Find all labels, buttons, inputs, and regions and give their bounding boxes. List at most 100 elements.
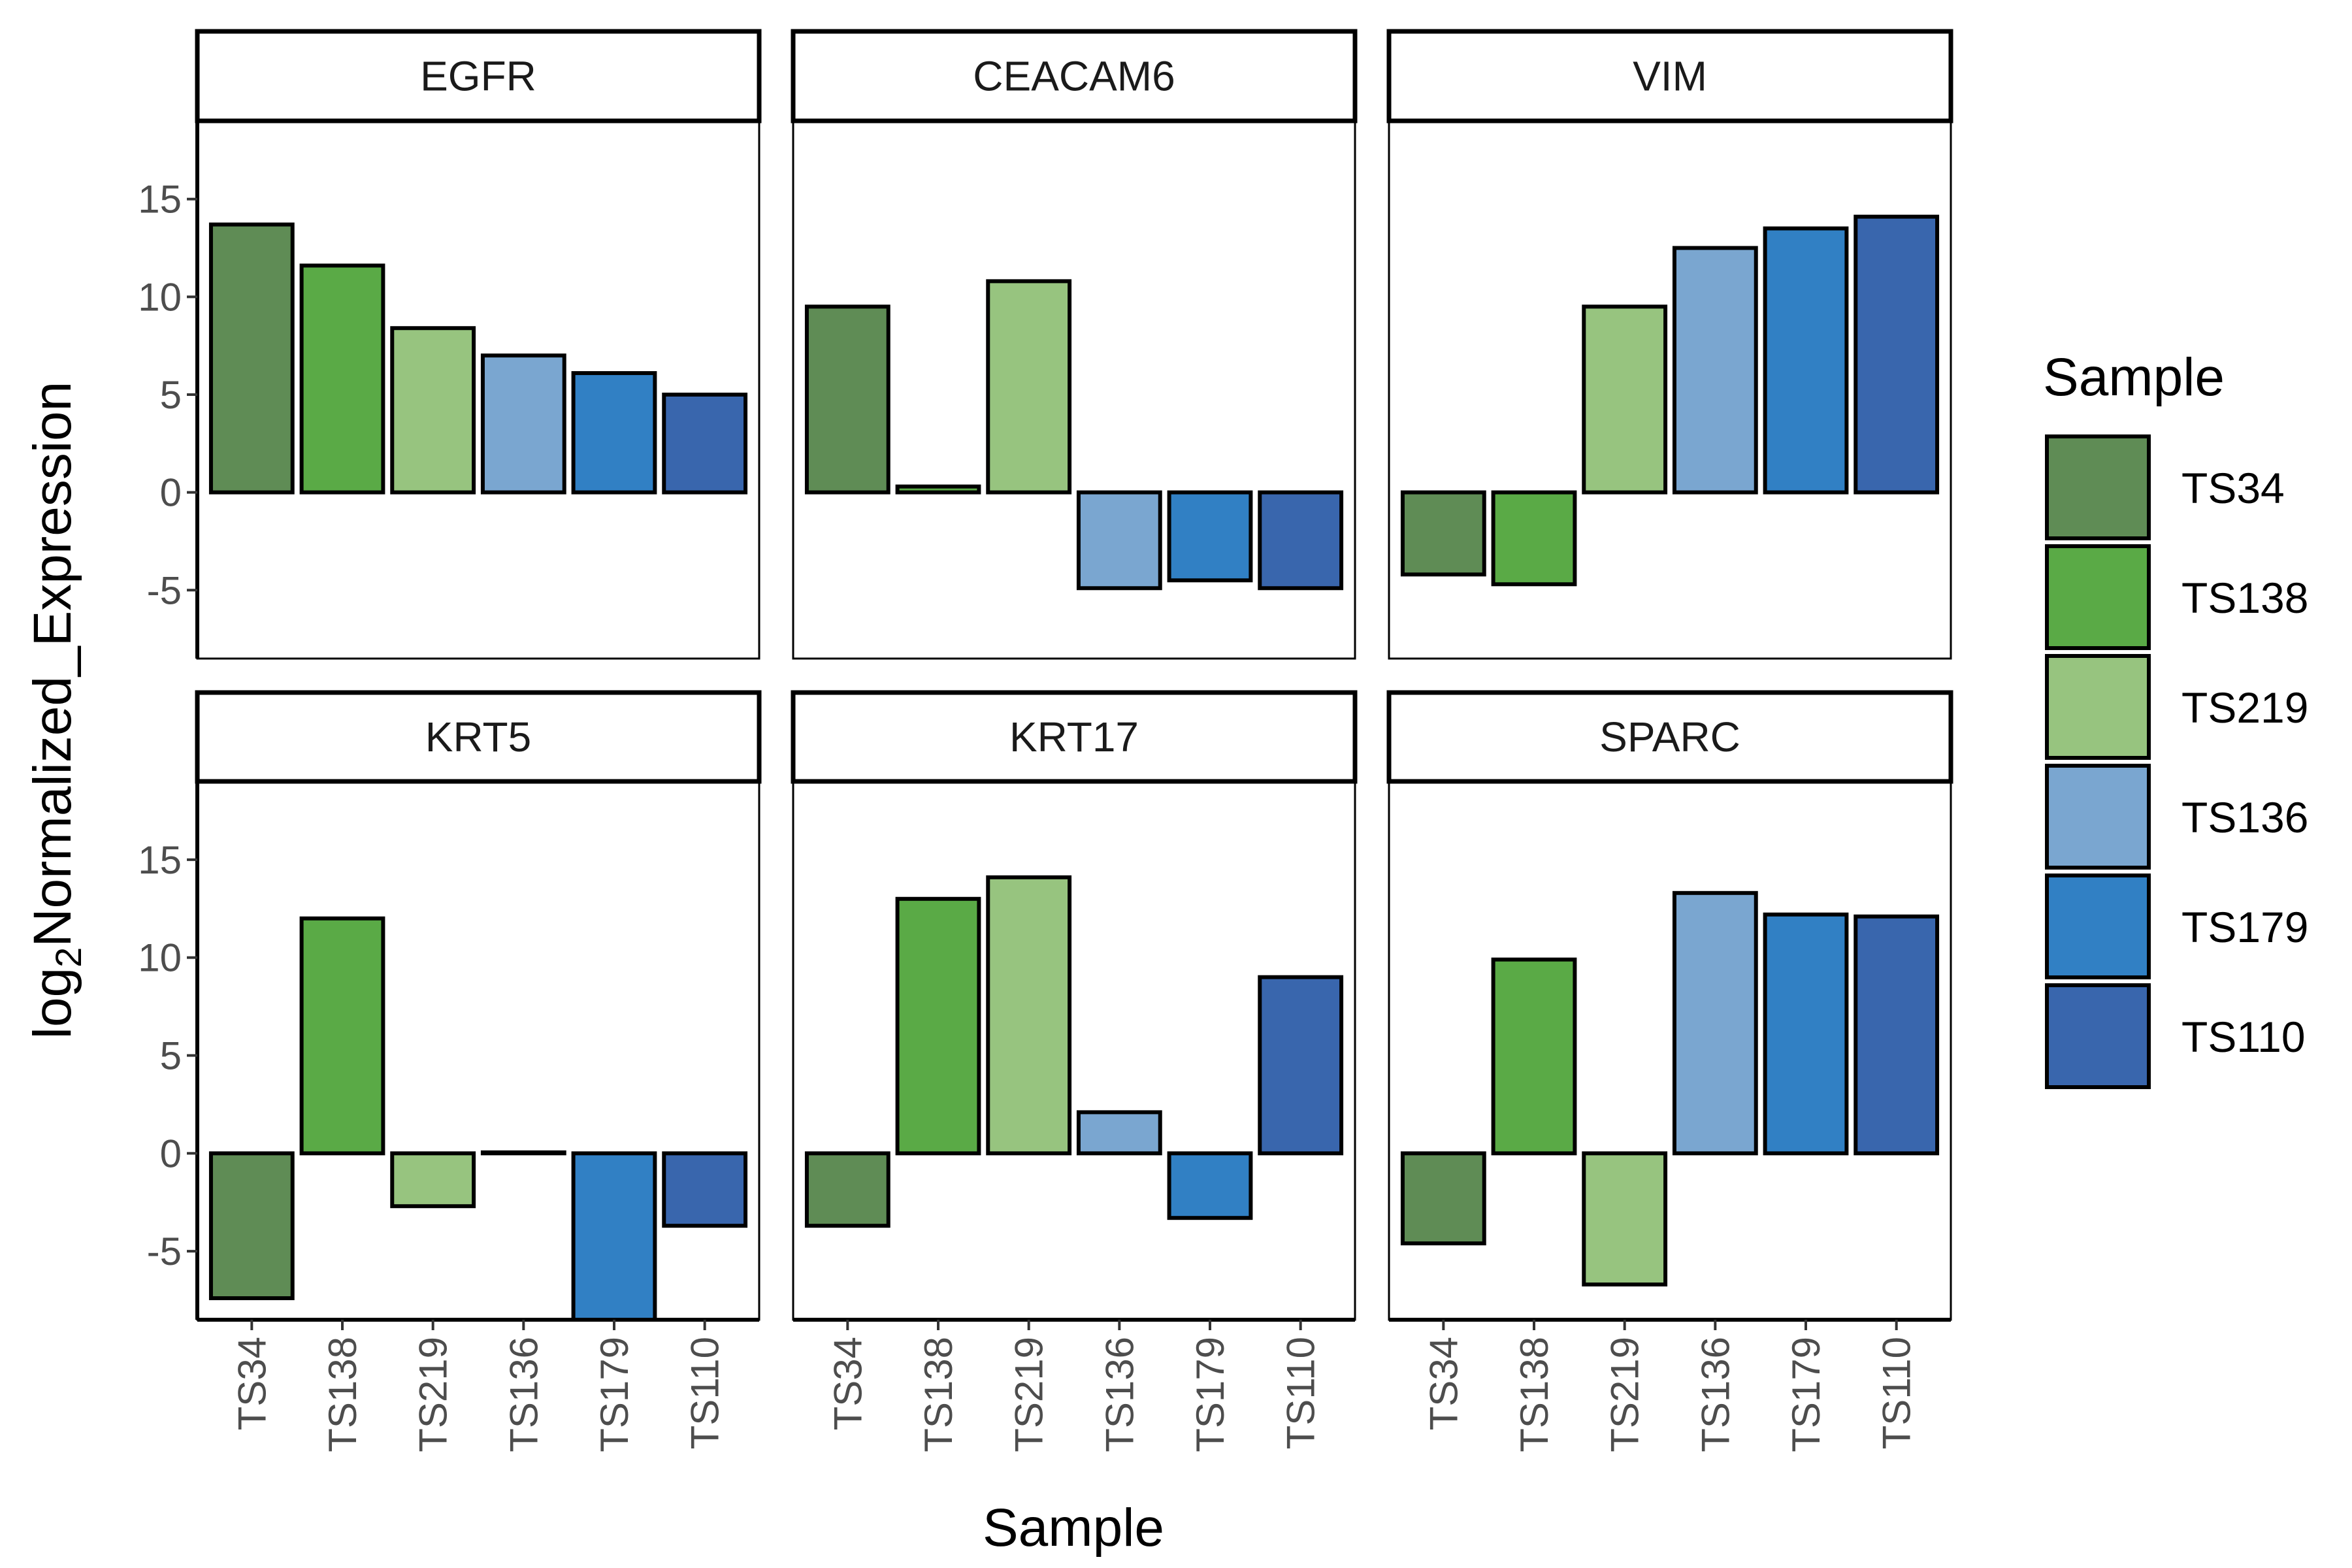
bar-egfr-ts179	[571, 371, 657, 495]
bar-egfr-ts110	[662, 392, 748, 495]
legend-label: TS34	[2181, 464, 2285, 512]
bar-krt5-ts110	[662, 1151, 748, 1228]
x-tick-label: TS179	[1188, 1337, 1232, 1452]
x-tick-label: TS110	[1875, 1337, 1919, 1449]
bar-ceacam6-ts136	[1076, 490, 1162, 591]
bar-vim-ts34	[1400, 490, 1486, 577]
legend-entry-ts219: TS219	[2045, 654, 2308, 760]
facet-strip	[1386, 690, 1953, 784]
x-axis-title: Sample	[983, 1498, 1164, 1558]
bar-krt5-ts179	[571, 1151, 657, 1320]
x-tick-label: TS34	[826, 1337, 870, 1430]
bar-ceacam6-ts179	[1167, 490, 1253, 583]
y-tick-label: 5	[160, 373, 182, 417]
panel-border	[792, 120, 1356, 660]
legend-label: TS136	[2181, 793, 2308, 841]
legend-label: TS110	[2181, 1013, 2306, 1061]
y-tick-label: 10	[138, 936, 182, 980]
bar-egfr-ts219	[390, 326, 476, 495]
bar-sparc-ts136	[1672, 890, 1758, 1156]
facet-strip	[195, 690, 762, 784]
legend: TS34 TS138 TS219 TS136 TS179 TS110	[2045, 434, 2308, 1089]
bar-ceacam6-ts138	[895, 484, 981, 495]
legend-key	[2045, 983, 2151, 1089]
x-tick-label: TS136	[502, 1337, 546, 1452]
x-tick-label: TS138	[321, 1337, 365, 1452]
panel-sparc: SPARC TS34 TS138 TS219 TS136 TS179 TS110	[1386, 690, 1953, 1452]
x-tick-label: TS110	[1279, 1337, 1323, 1449]
bar-krt5-ts136	[480, 1150, 566, 1156]
legend-entry-ts138: TS138	[2045, 544, 2308, 650]
x-tick-label: TS179	[1784, 1337, 1828, 1452]
legend-entry-ts136: TS136	[2045, 764, 2308, 870]
x-tick-label: TS136	[1693, 1337, 1737, 1452]
bar-krt17-ts138	[895, 896, 981, 1156]
bar-egfr-ts34	[208, 222, 295, 495]
y-tick-label: 15	[138, 178, 182, 221]
bar-krt17-ts34	[804, 1151, 890, 1228]
facet-strip	[195, 29, 762, 123]
legend-key	[2045, 544, 2151, 650]
x-tick-label: TS138	[1512, 1337, 1556, 1452]
bar-sparc-ts179	[1763, 912, 1849, 1156]
x-tick-label: TS219	[412, 1337, 455, 1452]
facet-strip-label: VIM	[1633, 53, 1707, 100]
panel-ceacam6: CEACAM6	[791, 29, 1358, 660]
bar-krt17-ts219	[986, 875, 1072, 1156]
bars	[208, 916, 748, 1320]
facet-strip-label: KRT17	[1009, 713, 1139, 760]
legend-label: TS219	[2181, 683, 2308, 732]
bar-ceacam6-ts34	[804, 304, 890, 495]
bar-sparc-ts138	[1491, 957, 1577, 1156]
bars	[804, 875, 1344, 1228]
y-tick-label: 5	[160, 1034, 182, 1077]
bars	[1400, 214, 1940, 587]
bar-vim-ts179	[1763, 226, 1849, 495]
bar-vim-ts136	[1672, 246, 1758, 495]
bars	[804, 279, 1344, 591]
bar-krt17-ts110	[1258, 975, 1344, 1156]
x-tick-label: TS138	[917, 1337, 960, 1452]
legend-key	[2045, 874, 2151, 979]
bar-vim-ts219	[1582, 304, 1668, 495]
facet-strip-label: EGFR	[420, 53, 536, 100]
bar-krt17-ts136	[1076, 1110, 1162, 1156]
legend-key	[2045, 764, 2151, 870]
y-axis-title: log2Normalized_Expression	[23, 382, 89, 1039]
bar-sparc-ts219	[1582, 1151, 1668, 1287]
facet-strip	[791, 29, 1358, 123]
bar-krt17-ts179	[1167, 1151, 1253, 1220]
bar-sparc-ts110	[1854, 914, 1940, 1156]
legend-label: TS179	[2181, 903, 2308, 951]
bars	[1400, 890, 1940, 1287]
legend-entry-ts110: TS110	[2045, 983, 2306, 1089]
x-tick-label: TS136	[1098, 1337, 1141, 1452]
bar-sparc-ts34	[1400, 1151, 1486, 1246]
y-tick-label: 0	[160, 1132, 182, 1175]
x-tick-label: TS110	[683, 1337, 727, 1449]
panel-vim: VIM	[1386, 29, 1953, 660]
panel-border	[1388, 120, 1952, 660]
bar-ceacam6-ts219	[986, 279, 1072, 495]
x-tick-label: TS219	[1007, 1337, 1051, 1452]
bar-vim-ts138	[1491, 490, 1577, 587]
legend-entry-ts179: TS179	[2045, 874, 2308, 979]
legend-title: Sample	[2043, 348, 2225, 407]
y-tick-label: 10	[138, 275, 182, 319]
x-tick-label: TS219	[1603, 1337, 1647, 1452]
facet-strip-label: SPARC	[1599, 713, 1740, 760]
bars	[208, 222, 748, 495]
panel-krt17: KRT17 TS34 TS138 TS219 TS136 TS179 TS110	[791, 690, 1358, 1452]
legend-key	[2045, 434, 2151, 540]
y-tick-label: 0	[160, 471, 182, 515]
legend-label: TS138	[2181, 574, 2308, 622]
facet-strip-label: KRT5	[425, 713, 531, 760]
bar-ceacam6-ts110	[1258, 490, 1344, 591]
y-tick-label: 15	[138, 838, 182, 882]
x-tick-label: TS179	[593, 1337, 636, 1452]
facet-strip-label: CEACAM6	[973, 53, 1175, 100]
bar-egfr-ts138	[299, 263, 385, 495]
y-tick-label: -5	[147, 1230, 182, 1273]
bar-egfr-ts136	[480, 353, 566, 495]
bar-krt5-ts219	[390, 1151, 476, 1209]
